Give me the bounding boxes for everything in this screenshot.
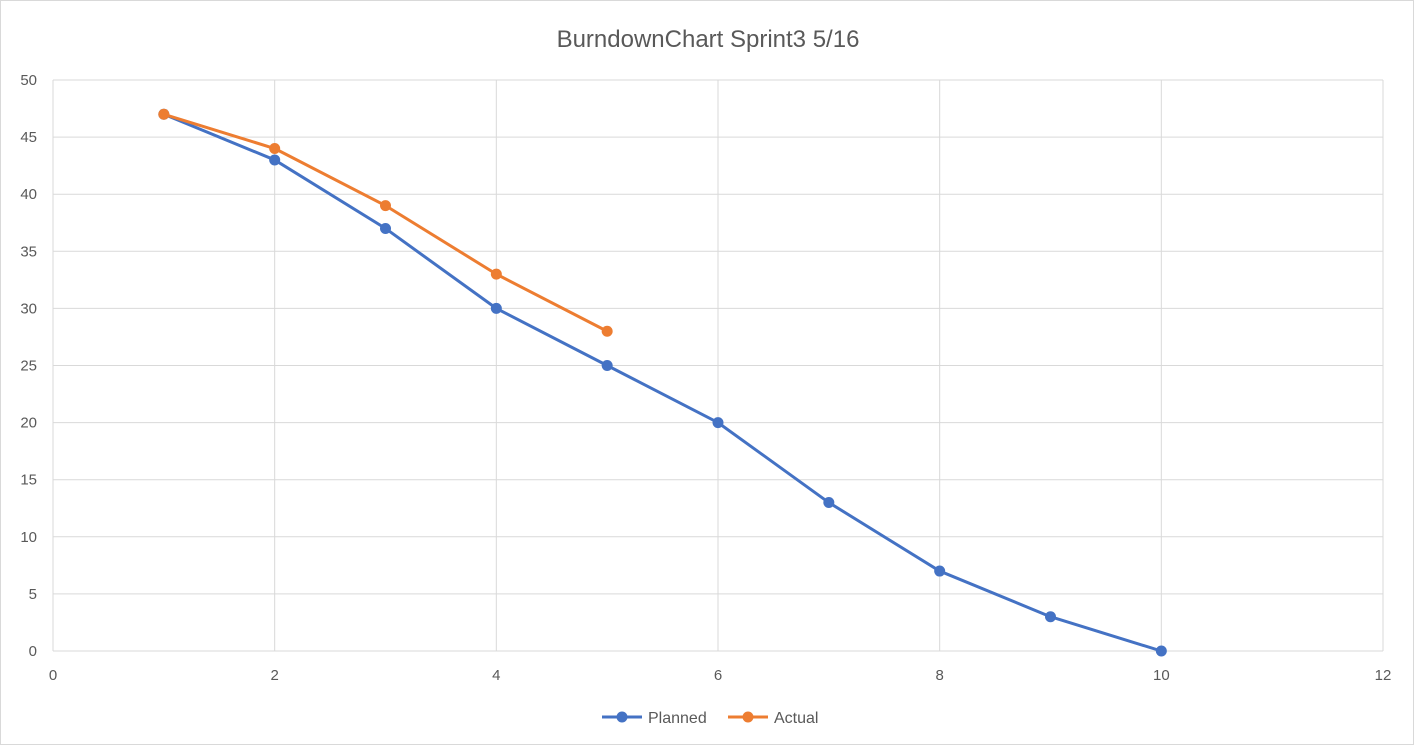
actual-point [490,268,502,280]
x-tick-label: 8 [935,667,943,684]
series-layer [158,108,1167,657]
y-tick-label: 15 [20,472,37,489]
actual-point [269,143,281,155]
x-tick-label: 0 [49,667,57,684]
x-tick-label: 10 [1153,667,1170,684]
series-planned [158,108,1167,657]
actual-line [162,112,609,333]
planned-point [1155,645,1167,657]
y-tick-label: 20 [20,415,37,432]
chart-legend: Planned Actual [602,710,818,727]
y-tick-label: 50 [20,72,37,89]
series-actual [158,108,613,337]
x-tick-label: 4 [492,667,500,684]
y-tick-label: 5 [29,586,37,603]
grid-lines [52,79,1384,652]
legend-label: Actual [774,710,818,727]
planned-point [823,497,835,509]
planned-point [490,302,502,314]
planned-point [269,154,281,166]
y-tick-label: 40 [20,186,37,203]
planned-point [601,360,613,371]
y-tick-label: 35 [20,243,37,260]
y-tick-label: 0 [29,643,37,660]
x-tick-label: 12 [1375,667,1392,684]
legend-swatch-marker [616,711,628,723]
planned-point [934,565,946,577]
axis-tick-labels: 0 5 10 15 20 25 30 35 40 45 50 0 2 4 6 8 10 12 [20,72,1391,684]
chart-title: BurndownChart Sprint3 5/16 [557,26,860,53]
planned-point [712,417,724,429]
legend-item-actual: Actual [728,710,818,727]
legend-swatch-marker [742,711,754,723]
planned-line [162,112,1163,653]
y-tick-label: 30 [20,300,37,317]
planned-point [380,222,391,234]
y-tick-label: 45 [20,129,37,146]
actual-point [158,108,170,120]
planned-point [1045,611,1056,623]
legend-item-planned: Planned [602,710,707,727]
x-tick-label: 2 [270,667,278,684]
actual-point [380,200,391,212]
y-tick-label: 10 [20,529,37,546]
actual-point [601,325,613,337]
legend-label: Planned [648,710,707,727]
y-tick-label: 25 [20,358,37,375]
x-tick-label: 6 [714,667,722,684]
